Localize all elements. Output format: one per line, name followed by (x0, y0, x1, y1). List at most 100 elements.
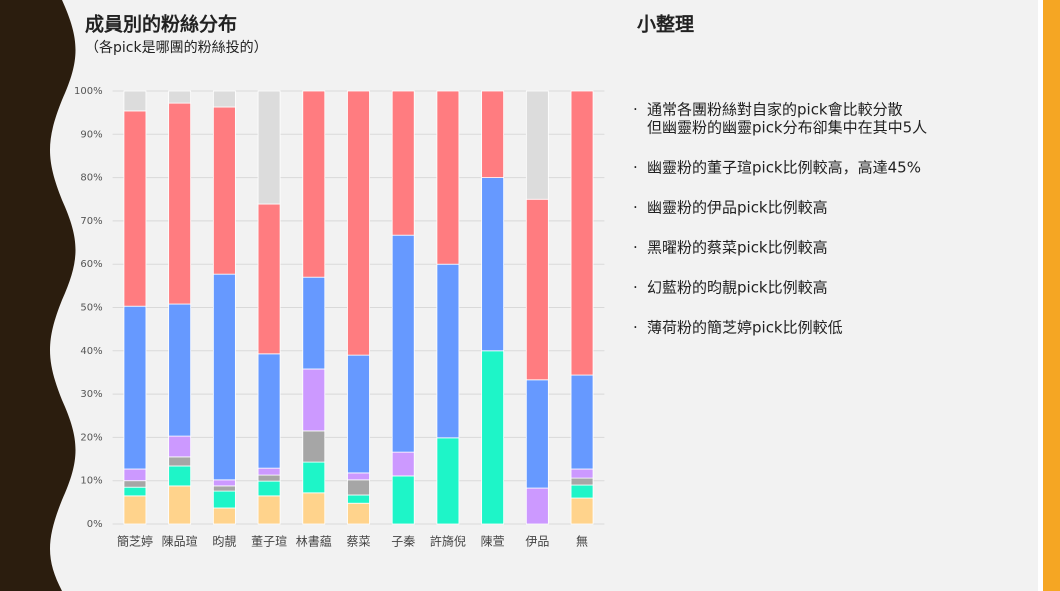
x-tick-label: 董子瑄 (251, 534, 287, 549)
bar-segment (525, 487, 549, 525)
y-tick-label: 10% (80, 476, 102, 487)
chart-subtitle: （各pick是哪團的粉絲投的） (85, 40, 268, 56)
bar-segment (436, 437, 460, 525)
bar-segment (257, 474, 281, 482)
bar-segment (168, 303, 192, 437)
bar-segment (123, 90, 147, 112)
y-tick-label: 60% (80, 259, 102, 270)
bar-segment (257, 353, 281, 469)
plot: 0% 10% 20% 30% 40% 50% 60% 70% 80% 90% 100% 簡芝婷 陳品瑄昀… (74, 86, 605, 549)
bar-segment (391, 234, 415, 453)
notes-list: · 通常各團粉絲對自家的pick會比較分散但幽靈粉的幽靈pick分布卻集中在其中5… (633, 101, 927, 337)
y-tick-label: 80% (80, 173, 102, 184)
bar-segment (570, 90, 594, 376)
x-tick-label: 陳萱 (481, 535, 505, 549)
bar-segment (570, 484, 594, 499)
x-tick-label: 林書藴 (296, 535, 332, 549)
orange-strip (1043, 0, 1060, 591)
bullet: · (633, 239, 638, 257)
bar-segment (123, 468, 147, 482)
x-tick-label: 子秦 (391, 535, 415, 549)
bar-segment (257, 203, 281, 355)
bullet: · (633, 279, 638, 297)
bar-segment (257, 90, 281, 205)
bar-segment (123, 480, 147, 488)
bar-segment (257, 467, 281, 476)
chart-title: 成員別的粉絲分布 (85, 13, 237, 36)
note-text: 但幽靈粉的幽靈pick分布卻集中在其中5人 (647, 119, 927, 137)
y-tick-label: 70% (80, 216, 102, 227)
bar-segment (570, 374, 594, 470)
bar-segment (347, 479, 370, 496)
bar-segment (212, 490, 236, 509)
x-tick-label: 許旖倪 (430, 535, 466, 549)
bar-segment (212, 485, 236, 492)
bar-segment (302, 430, 326, 463)
bullet: · (633, 101, 638, 119)
bar-segment (436, 263, 460, 439)
x-tick-label: 伊品 (525, 535, 549, 549)
bar-segment (212, 479, 236, 487)
bar-segment (391, 451, 415, 477)
bar-segment (481, 90, 505, 178)
note-text: 幽靈粉的董子瑄pick比例較高，高達45% (647, 159, 921, 177)
bar-segment (391, 90, 415, 236)
note-text: 薄荷粉的簡芝婷pick比例較低 (647, 319, 843, 337)
bar-segment (302, 276, 326, 370)
bullet: · (633, 199, 638, 217)
bar-segment (257, 495, 281, 525)
bar-segment (347, 354, 370, 474)
y-tick-label: 40% (80, 346, 102, 357)
y-tick-label: 0% (87, 519, 103, 530)
bar-segment (570, 477, 594, 486)
note-text: 黑曜粉的蔡菜pick比例較高 (647, 239, 828, 257)
bar-segment (212, 273, 236, 481)
bar-segment (525, 90, 549, 200)
x-tick-label: 無 (576, 534, 588, 549)
bar-segment (570, 468, 594, 479)
bar-segment (347, 502, 370, 525)
bar-segment (302, 492, 326, 525)
bar-segment (212, 90, 236, 108)
bar-segment (302, 368, 326, 432)
bar-segment (481, 177, 505, 352)
y-tick-label: 100% (74, 86, 103, 97)
bar-segment (123, 486, 147, 497)
y-tick-label: 30% (80, 389, 102, 400)
x-tick-label: 蔡菜 (346, 535, 370, 549)
note-text: 幻藍粉的昀靚pick比例較高 (647, 279, 828, 297)
bar-segment (123, 110, 147, 307)
x-tick-label: 簡芝婷 (117, 534, 153, 549)
bar-segment (347, 472, 370, 481)
bar-segment (212, 507, 236, 525)
bullet: · (633, 319, 638, 337)
bar-segment (168, 90, 192, 104)
bullet: · (633, 159, 638, 177)
bar-segment (347, 90, 370, 356)
bar-segment (525, 379, 549, 489)
bar-segment (123, 495, 147, 525)
bar-segment (123, 305, 147, 470)
bar-segment (168, 485, 192, 525)
bar-segment (212, 106, 236, 275)
bar-segment (168, 456, 192, 467)
x-tick-label: 昀靚 (212, 535, 236, 549)
bar-segment (257, 480, 281, 497)
bar-segment (570, 497, 594, 525)
y-tick-label: 20% (80, 432, 102, 443)
bar-segment (391, 475, 415, 525)
bar-segment (436, 90, 460, 265)
bar-segment (302, 90, 326, 278)
bar-segment (168, 435, 192, 458)
bar-segment (302, 461, 326, 494)
notes-title: 小整理 (637, 13, 694, 36)
y-tick-label: 90% (80, 129, 102, 140)
wavy-edge (0, 0, 76, 591)
bar-segment (347, 494, 370, 504)
bar-segment (168, 465, 192, 487)
note-text: 通常各團粉絲對自家的pick會比較分散 (647, 101, 903, 119)
x-tick-label: 陳品瑄 (162, 534, 198, 549)
note-text: 幽靈粉的伊品pick比例較高 (647, 199, 828, 217)
